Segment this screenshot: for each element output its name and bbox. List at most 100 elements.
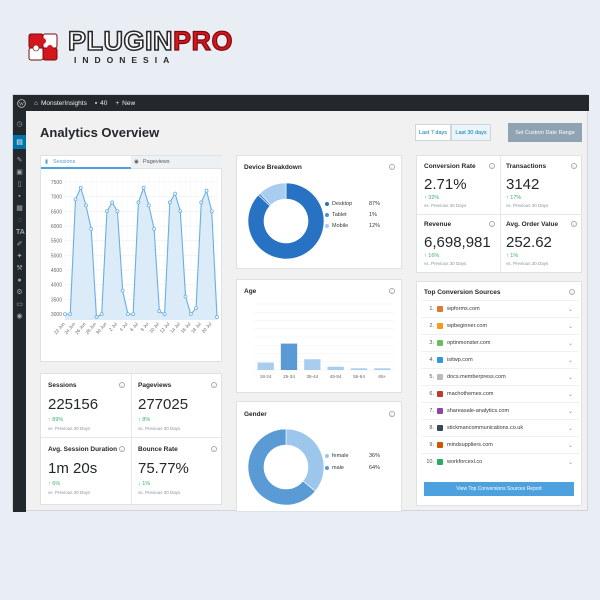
info-icon[interactable]: i (389, 288, 395, 294)
data-point[interactable] (110, 200, 115, 205)
data-point[interactable] (78, 185, 83, 190)
info-icon[interactable]: i (211, 446, 217, 452)
users-icon[interactable]: ● (17, 277, 22, 284)
data-point[interactable] (115, 209, 120, 214)
wordpress-icon[interactable]: W (17, 98, 26, 108)
last-30-days-button[interactable]: Last 30 days (451, 124, 491, 141)
data-point[interactable] (194, 306, 198, 311)
chevron-down-icon[interactable]: ⌄ (567, 391, 573, 398)
chevron-down-icon[interactable]: ⌄ (567, 442, 573, 449)
age-bar[interactable] (257, 362, 274, 370)
chevron-down-icon[interactable]: ⌄ (567, 459, 573, 466)
info-icon[interactable]: i (389, 411, 395, 417)
data-point[interactable] (89, 226, 94, 231)
source-row[interactable]: 8. stickmancommunications.co.uk ⌄ (421, 419, 579, 436)
dashboard-icon[interactable]: ◷ (16, 121, 23, 128)
chevron-down-icon[interactable]: ⌄ (567, 340, 573, 347)
ta-icon[interactable]: TA (16, 229, 25, 236)
collapse-icon[interactable]: ◉ (16, 313, 23, 320)
info-icon[interactable]: i (571, 163, 577, 169)
data-point[interactable] (188, 312, 193, 317)
data-point[interactable] (209, 209, 214, 214)
info-icon[interactable]: i (489, 221, 495, 227)
data-point[interactable] (162, 312, 167, 317)
tools-icon[interactable]: ⚙ (16, 289, 23, 296)
data-point[interactable] (136, 200, 141, 205)
chevron-down-icon[interactable]: ⌄ (567, 408, 573, 415)
source-row[interactable]: 3. optinmonster.com ⌄ (421, 334, 579, 351)
data-point[interactable] (68, 312, 73, 317)
info-icon[interactable]: i (571, 221, 577, 227)
source-row[interactable]: 9. mindsuppliers.com ⌄ (421, 436, 579, 453)
data-point[interactable] (152, 226, 157, 231)
chevron-down-icon[interactable]: ⌄ (567, 374, 573, 381)
age-bar[interactable] (327, 366, 344, 370)
lightbulb-icon[interactable]: ◌ (17, 217, 22, 224)
info-icon[interactable]: i (211, 382, 217, 388)
appearance-icon[interactable]: ✐ (16, 241, 23, 248)
data-point[interactable] (157, 309, 162, 314)
tab-sessions[interactable]: ▮ Sessions (41, 156, 75, 168)
data-point[interactable] (204, 188, 209, 193)
info-icon[interactable]: i (119, 446, 125, 452)
source-row[interactable]: 5. docs.memberpress.com ⌄ (421, 368, 579, 385)
settings-icon[interactable]: ✦ (16, 253, 23, 260)
new-content-link[interactable]: + New (115, 100, 135, 107)
data-point[interactable] (173, 191, 177, 196)
data-point[interactable] (94, 315, 99, 319)
age-bar[interactable] (374, 368, 391, 370)
data-point[interactable] (146, 203, 151, 208)
data-point[interactable] (141, 185, 146, 190)
stat-sessions-value: 225156 (48, 396, 99, 413)
source-row[interactable]: 1. wpforms.com ⌄ (421, 300, 579, 317)
source-row[interactable]: 2. wpbeginner.com ⌄ (421, 317, 579, 334)
chevron-down-icon[interactable]: ⌄ (567, 323, 573, 330)
pin-icon[interactable]: ✎ (16, 157, 23, 164)
info-icon[interactable]: i (119, 382, 125, 388)
data-point[interactable] (99, 312, 104, 317)
source-row[interactable]: 7. shareasale-analytics.com ⌄ (421, 402, 579, 419)
data-point[interactable] (199, 200, 204, 205)
info-icon[interactable]: i (489, 163, 495, 169)
donut-slice[interactable] (247, 182, 325, 260)
data-point[interactable] (167, 200, 172, 205)
custom-date-range-button[interactable]: Set Custom Date Range (508, 123, 582, 142)
donut-slice[interactable] (259, 182, 287, 206)
data-point[interactable] (125, 312, 130, 317)
age-bar[interactable] (350, 368, 368, 370)
sidebar-active-item[interactable] (13, 135, 26, 149)
chevron-down-icon[interactable]: ⌄ (567, 357, 573, 364)
age-bar[interactable] (304, 359, 321, 370)
data-point[interactable] (215, 315, 219, 319)
plugins-icon[interactable]: ⚒ (16, 265, 23, 272)
export-icon[interactable]: ▭ (16, 301, 23, 308)
data-point[interactable] (84, 203, 88, 208)
tab-pageviews[interactable]: ◉ Pageviews (131, 156, 170, 168)
chevron-down-icon[interactable]: ⌄ (567, 306, 573, 313)
data-point[interactable] (73, 197, 78, 202)
donut-slice[interactable] (285, 428, 325, 492)
info-icon[interactable]: i (569, 289, 575, 295)
info-icon[interactable]: i (389, 164, 395, 170)
data-point[interactable] (178, 209, 183, 214)
data-point[interactable] (131, 312, 136, 317)
data-point[interactable] (120, 288, 125, 293)
insights-icon[interactable]: ▤ (16, 139, 23, 146)
view-conversion-sources-button[interactable]: View Top Conversions Sources Report (424, 482, 574, 496)
pages-icon[interactable]: ▯ (17, 181, 22, 188)
source-row[interactable]: 4. isitwp.com ⌄ (421, 351, 579, 368)
data-point[interactable] (63, 312, 67, 317)
comments-link[interactable]: ▪ 40 (95, 100, 108, 107)
donut-slice[interactable] (247, 428, 316, 506)
site-link[interactable]: ⌂ MonsterInsights (34, 100, 87, 107)
data-point[interactable] (105, 209, 109, 214)
media-icon[interactable]: ▣ (16, 169, 23, 176)
last-7-days-button[interactable]: Last 7 days (415, 124, 451, 141)
age-bar[interactable] (280, 343, 298, 370)
chevron-down-icon[interactable]: ⌄ (567, 425, 573, 432)
forms-icon[interactable]: ▦ (16, 205, 23, 212)
source-row[interactable]: 6. machothemes.com ⌄ (421, 385, 579, 402)
comments-icon[interactable]: ▪ (18, 193, 21, 200)
source-row[interactable]: 10. workforcexl.co ⌄ (421, 453, 579, 470)
data-point[interactable] (183, 294, 188, 299)
